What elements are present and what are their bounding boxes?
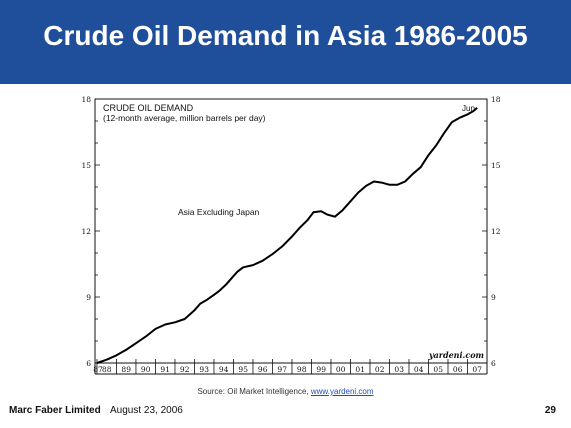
- y-tick-label-left: 12: [81, 227, 91, 236]
- footer-company: Marc Faber Limited: [9, 405, 101, 416]
- x-tick-label: 02: [375, 365, 385, 374]
- source-text: Source: Oil Market Intelligence,: [197, 387, 311, 396]
- x-tick-label: 05: [433, 365, 443, 374]
- x-tick-label: 95: [238, 365, 248, 374]
- title-banner: Crude Oil Demand in Asia 1986-2005: [0, 0, 571, 84]
- chart-container: 18 18 15 15 12 12 9 9 6 6 87 88 89 90 91 92 93 94 95 96 97 98…: [0, 84, 571, 384]
- x-tick-label: 94: [219, 365, 229, 374]
- footer-date: August 23, 2006: [110, 405, 183, 416]
- x-tick-label: 91: [160, 365, 170, 374]
- y-tick-label-right: 12: [491, 227, 501, 236]
- x-tick-label: 06: [453, 365, 463, 374]
- watermark-label: yardeni.com: [428, 350, 484, 360]
- x-tick-label: 99: [316, 365, 326, 374]
- chart-title: CRUDE OIL DEMAND: [103, 103, 194, 113]
- page-number: 29: [544, 405, 556, 416]
- plot-frame: [94, 98, 488, 364]
- x-tick-label: 04: [414, 365, 424, 374]
- y-tick-label-right: 9: [491, 293, 496, 302]
- y-tick-label-right: 6: [491, 359, 496, 368]
- chart-subtitle: (12-month average, million barrels per d…: [103, 113, 266, 123]
- y-tick-label-right: 15: [491, 161, 501, 170]
- y-tick-label-left: 15: [81, 161, 91, 170]
- end-annotation: Jun: [462, 104, 475, 113]
- x-tick-label: 97: [277, 365, 287, 374]
- y-tick-label-left: 6: [86, 359, 91, 368]
- x-tick-label: 00: [336, 365, 346, 374]
- y-tick-label-left: 9: [86, 293, 91, 302]
- x-tick-label: 03: [394, 365, 404, 374]
- x-tick-label: 87: [93, 365, 103, 374]
- x-tick-label: 98: [297, 365, 307, 374]
- x-tick-label: 96: [258, 365, 268, 374]
- series-line-asia-excluding-japan: [96, 107, 478, 364]
- x-tick-label: 92: [180, 365, 190, 374]
- y-tick-label-right: 18: [491, 95, 501, 104]
- slide-title: Crude Oil Demand in Asia 1986-2005: [43, 20, 528, 51]
- source-link[interactable]: www.yardeni.com: [310, 387, 374, 396]
- x-tick-label: 89: [121, 365, 131, 374]
- x-tick-label: 90: [141, 365, 151, 374]
- x-tick-label: 93: [199, 365, 209, 374]
- x-tick-label: 07: [472, 365, 482, 374]
- series-label: Asia Excluding Japan: [178, 207, 260, 217]
- y-tick-label-left: 18: [81, 95, 91, 104]
- x-tick-label: 01: [355, 365, 365, 374]
- source-note: Source: Oil Market Intelligence, www.yar…: [0, 387, 571, 396]
- x-tick-label: 88: [102, 365, 112, 374]
